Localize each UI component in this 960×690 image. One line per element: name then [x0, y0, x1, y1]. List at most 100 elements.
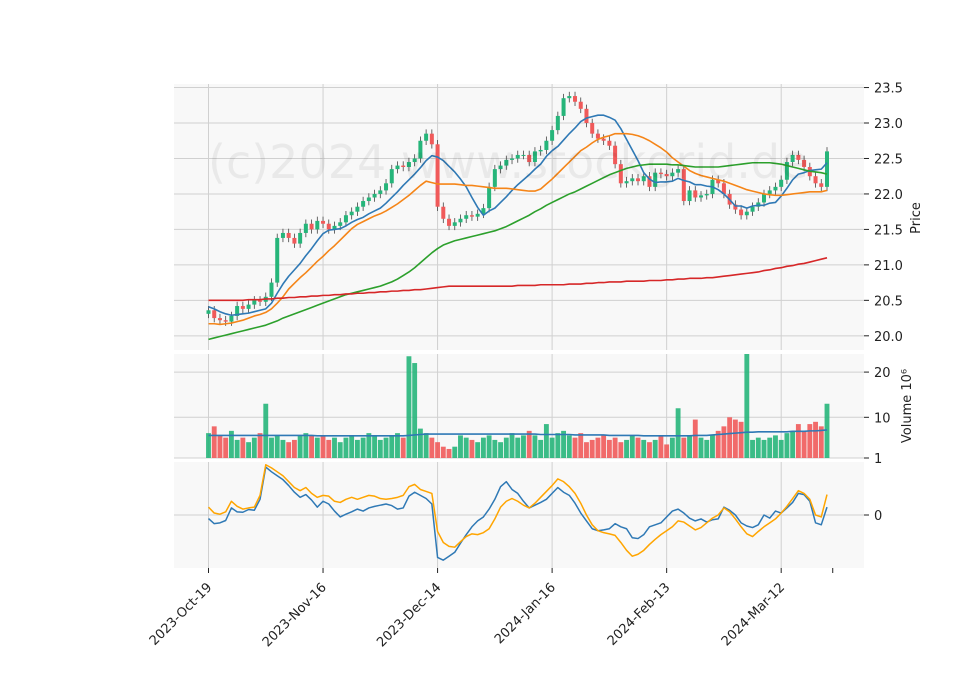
volume-bar: [314, 437, 320, 458]
price-tick-label: 21.0: [874, 259, 903, 274]
candle-body: [687, 190, 692, 202]
volume-bar: [228, 430, 234, 458]
volume-bar: [687, 435, 692, 458]
oscillator-line-2: [207, 464, 828, 557]
volume-bar: [395, 433, 400, 458]
volume-bar: [738, 421, 744, 458]
candle-body: [384, 183, 389, 191]
volume-bar: [475, 442, 481, 458]
volume-bar: [383, 437, 389, 458]
candle-body: [544, 140, 549, 150]
volume-bar: [675, 408, 681, 458]
candle-body: [647, 176, 652, 187]
candle-body: [366, 197, 371, 202]
price-line-ma-10: [208, 114, 828, 317]
price-tick-label: 20.5: [874, 294, 903, 309]
price-line-ma-50: [208, 161, 828, 341]
volume-bar: [515, 437, 521, 458]
volume-bar: [366, 433, 372, 458]
volume-bar: [223, 437, 229, 458]
volume-bar: [710, 435, 715, 458]
candle-body: [355, 206, 360, 212]
candle-body: [716, 179, 721, 184]
volume-bar: [589, 439, 595, 458]
candle-body: [658, 172, 663, 175]
volume-bar: [343, 437, 349, 458]
candle-body: [527, 154, 532, 163]
volume-bar: [629, 435, 635, 458]
volume-tick-label: 10: [874, 411, 891, 426]
candle-body: [532, 151, 537, 163]
candle-body: [601, 138, 606, 141]
candle-body: [824, 151, 830, 187]
volume-bar: [658, 435, 664, 458]
candle-body: [487, 186, 492, 209]
volume-bar: [251, 437, 257, 458]
volume-bar: [337, 442, 343, 458]
candle-body: [206, 310, 211, 314]
volume-bar: [429, 437, 435, 458]
candle-body: [641, 176, 646, 182]
volume-bar: [755, 437, 761, 458]
oscillator-line-1: [208, 466, 828, 561]
candle-body: [292, 237, 297, 244]
candle-body: [762, 193, 767, 203]
candle-body: [424, 133, 429, 141]
volume-bar: [744, 354, 750, 458]
candle-body: [578, 101, 583, 109]
candle-body: [573, 96, 578, 102]
volume-bar: [601, 435, 607, 458]
candle-body: [349, 211, 354, 216]
volume-bar: [778, 439, 784, 458]
volume-bar: [618, 442, 624, 458]
candle-body: [504, 159, 509, 166]
volume-bar: [767, 437, 773, 458]
volume-bar: [326, 439, 332, 458]
volume-bar: [664, 444, 670, 458]
candle-body: [275, 237, 280, 283]
candle-body: [584, 108, 589, 124]
candle-body: [361, 201, 366, 207]
volume-bar: [240, 437, 246, 458]
volume-bar: [727, 417, 733, 458]
candle-body: [464, 215, 469, 219]
candle-body: [212, 310, 217, 319]
candle-body: [664, 174, 669, 177]
volume-tick-label: 1: [874, 452, 882, 467]
volume-bar: [372, 435, 378, 458]
volume-bar: [795, 424, 801, 458]
volume-bar: [561, 430, 566, 458]
candle-body: [618, 164, 623, 184]
volume-bar: [669, 437, 675, 458]
volume-bar: [750, 439, 755, 458]
watermark: (c)2024 www.stockgrid.de: [208, 135, 808, 189]
candle-body: [704, 193, 709, 196]
volume-bar: [543, 424, 549, 458]
price-tick-label: 23.5: [874, 82, 903, 97]
volume-bar: [503, 437, 509, 458]
candle-body: [773, 186, 778, 191]
candle-body: [481, 208, 486, 214]
volume-bar: [463, 437, 469, 458]
candle-body: [561, 98, 566, 116]
volume-bar: [526, 430, 532, 458]
volume-bar: [584, 442, 589, 458]
candle-body: [590, 123, 595, 134]
candle-body: [469, 215, 474, 217]
candle-body: [595, 133, 600, 139]
volume-bar: [532, 435, 538, 458]
volume-bar: [206, 433, 211, 458]
candle-body: [733, 204, 738, 210]
volume-bar: [354, 439, 360, 458]
candle-body: [332, 225, 337, 230]
oscillator-tick-label: 0: [874, 509, 882, 524]
price-tick-label: 20.0: [874, 330, 903, 345]
volume-bar: [612, 437, 618, 458]
candle-body: [613, 145, 618, 165]
candle-body: [303, 223, 308, 233]
candle-body: [309, 223, 314, 230]
candle-body: [447, 218, 452, 226]
price-tick-label: 22.0: [874, 188, 903, 203]
candle-body: [670, 172, 675, 177]
candle-body: [739, 209, 744, 216]
